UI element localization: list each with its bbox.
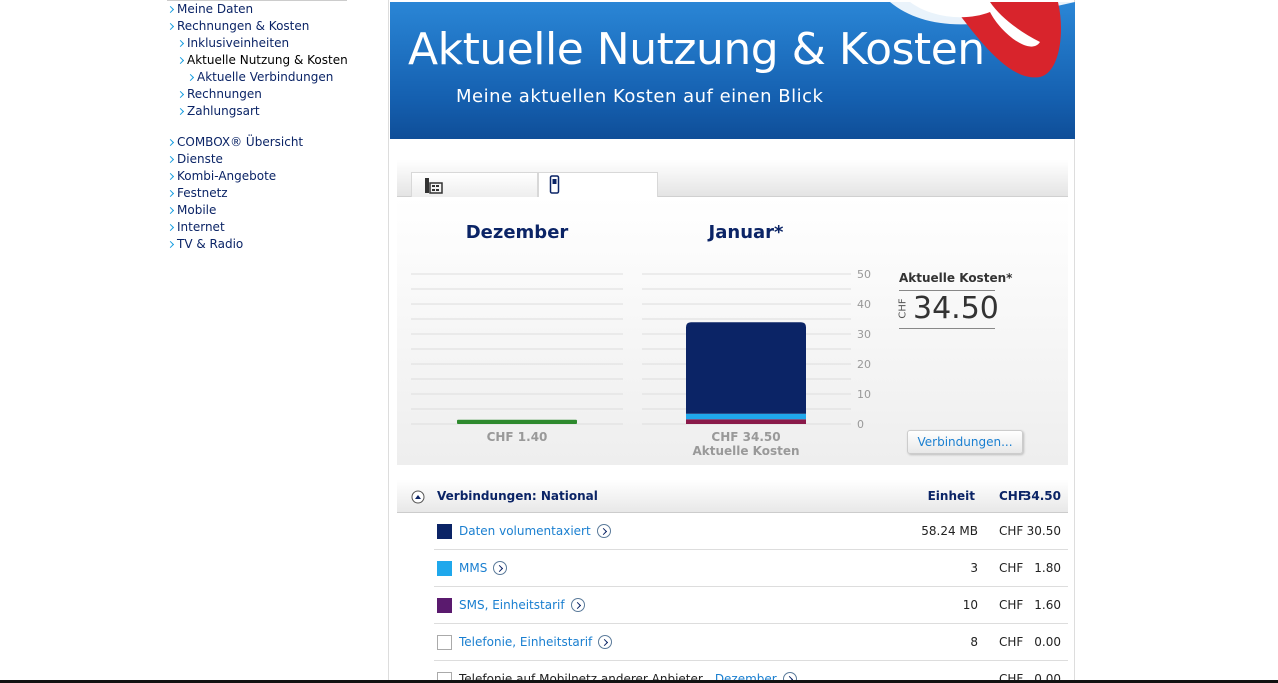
row-name: Telefonie auf Mobilnetz anderer Anbieter: [459, 672, 703, 683]
window-edge: [0, 680, 1278, 683]
color-swatch: [437, 524, 452, 539]
nav-item[interactable]: Zahlungsart: [177, 103, 347, 120]
color-swatch: [437, 635, 452, 650]
color-swatch: [437, 598, 452, 613]
collapse-icon[interactable]: [411, 490, 425, 504]
row-amount: 0.00: [1034, 635, 1061, 649]
detail-icon[interactable]: [782, 672, 797, 683]
phone-icon: [425, 178, 443, 194]
y-tick-label: 40: [857, 298, 871, 311]
row-name[interactable]: Telefonie, Einheitstarif: [459, 635, 593, 649]
bar-value-label: CHF 34.50: [711, 430, 780, 444]
banner: Aktuelle Nutzung & Kosten Meine aktuelle…: [390, 2, 1075, 139]
current-cost-amount: 34.50: [913, 291, 999, 326]
nav-item[interactable]: Meine Daten: [167, 1, 347, 18]
nav-item[interactable]: Aktuelle Verbindungen: [187, 69, 347, 86]
row-currency: CHF: [999, 524, 1024, 538]
nav-item[interactable]: Dienste: [167, 151, 347, 168]
tab-landline[interactable]: [411, 172, 538, 197]
month-heading: Januar*: [707, 222, 784, 243]
row-label: Telefonie auf Mobilnetz anderer Anbieter…: [459, 672, 797, 683]
color-swatch: [437, 672, 452, 683]
color-swatch: [437, 561, 452, 576]
row-label: Daten volumentaxiert: [459, 524, 611, 538]
table-rows: Daten volumentaxiert 58.24 MB CHF 30.50 MMS 3…: [397, 513, 1068, 683]
row-label: MMS: [459, 561, 508, 575]
current-cost-label: Aktuelle Kosten*: [899, 271, 1013, 285]
bar-caption: Aktuelle Kosten: [692, 444, 799, 458]
nav-item[interactable]: Rechnungen: [177, 86, 347, 103]
nav-item[interactable]: Rechnungen & Kosten: [167, 18, 347, 35]
y-tick-label: 30: [857, 328, 871, 341]
tab-mobile[interactable]: [538, 172, 658, 198]
nav-item[interactable]: TV & Radio: [167, 236, 347, 253]
month-heading: Dezember: [466, 222, 569, 243]
nav-gap: [167, 120, 347, 134]
row-name[interactable]: SMS, Einheitstarif: [459, 598, 565, 612]
main-content: Aktuelle Nutzung & Kosten Meine aktuelle…: [388, 0, 1075, 683]
connections-table: Verbindungen: National Einheit CHF 34.50…: [397, 480, 1068, 683]
row-amount: 0.00: [1034, 672, 1061, 683]
nav-item[interactable]: Inklusiveinheiten: [177, 35, 347, 52]
table-row: Telefonie auf Mobilnetz anderer Anbieter…: [434, 661, 1068, 683]
detail-icon[interactable]: [598, 635, 613, 649]
row-link[interactable]: Dezember: [714, 672, 777, 683]
usage-chart: 0 10 20 30 40 50 Dezember CHF 1.40 Januar* CHF 34…: [411, 222, 871, 458]
connections-button[interactable]: Verbindungen...: [907, 430, 1023, 454]
bar-segment: [686, 413, 806, 420]
row-name[interactable]: Daten volumentaxiert: [459, 524, 591, 538]
row-currency: CHF: [999, 598, 1024, 612]
nav-item[interactable]: Internet: [167, 219, 347, 236]
banner-subtitle: Meine aktuellen Kosten auf einen Blick: [456, 86, 824, 107]
table-row: Daten volumentaxiert 58.24 MB CHF 30.50: [434, 513, 1068, 550]
bar-value-label: CHF 1.40: [487, 430, 548, 444]
row-currency: CHF: [999, 561, 1024, 575]
y-tick-label: 0: [857, 418, 864, 431]
row-unit: 58.24 MB: [921, 524, 978, 538]
current-cost-box: CHF 34.50: [897, 290, 999, 329]
row-currency: CHF: [999, 635, 1024, 649]
row-unit: 10: [962, 598, 978, 612]
row-unit: 3: [970, 561, 978, 575]
unit-header: Einheit: [927, 489, 975, 503]
y-tick-label: 10: [857, 388, 871, 401]
detail-icon[interactable]: [493, 561, 508, 575]
row-unit: 8: [970, 635, 978, 649]
currency: CHF: [897, 298, 909, 319]
table-title: Verbindungen: National: [437, 489, 598, 503]
bar-segment: [686, 322, 806, 414]
bar-segment: [686, 419, 806, 424]
row-currency: CHF: [999, 672, 1024, 683]
row-label: SMS, Einheitstarif: [459, 598, 585, 612]
row-amount: 1.60: [1034, 598, 1061, 612]
banner-title: Aktuelle Nutzung & Kosten: [408, 24, 985, 75]
nav-item[interactable]: Aktuelle Nutzung & Kosten: [177, 52, 348, 69]
total-amount: 34.50: [1023, 489, 1061, 503]
row-amount: 1.80: [1034, 561, 1061, 575]
row-name[interactable]: MMS: [459, 561, 488, 575]
nav-item[interactable]: Mobile: [167, 202, 347, 219]
detail-icon[interactable]: [570, 598, 585, 612]
table-row: MMS 3 CHF 1.80: [434, 550, 1068, 587]
nav-item[interactable]: Kombi-Angebote: [167, 168, 347, 185]
bar: [457, 419, 577, 424]
table-header: Verbindungen: National Einheit CHF 34.50: [397, 480, 1068, 513]
y-tick-label: 20: [857, 358, 871, 371]
detail-icon[interactable]: [596, 524, 611, 538]
table-row: SMS, Einheitstarif 10 CHF 1.60: [434, 587, 1068, 624]
row-label: Telefonie, Einheitstarif: [459, 635, 613, 649]
banner-decoration: [890, 2, 1075, 78]
nav-item[interactable]: Festnetz: [167, 185, 347, 202]
y-tick-label: 50: [857, 268, 871, 281]
mobile-icon: [549, 175, 560, 194]
row-amount: 30.50: [1026, 524, 1061, 538]
tab-bar: [397, 160, 1068, 198]
nav-item[interactable]: COMBOX® Übersicht: [167, 134, 347, 151]
currency-header: CHF: [999, 489, 1027, 503]
side-navigation: Meine Daten Rechnungen & Kosten Inklusivei…: [167, 0, 348, 253]
table-row: Telefonie, Einheitstarif 8 CHF 0.00: [434, 624, 1068, 661]
cost-panel: 0 10 20 30 40 50 Dezember CHF 1.40 Januar* CHF 34…: [397, 197, 1068, 465]
